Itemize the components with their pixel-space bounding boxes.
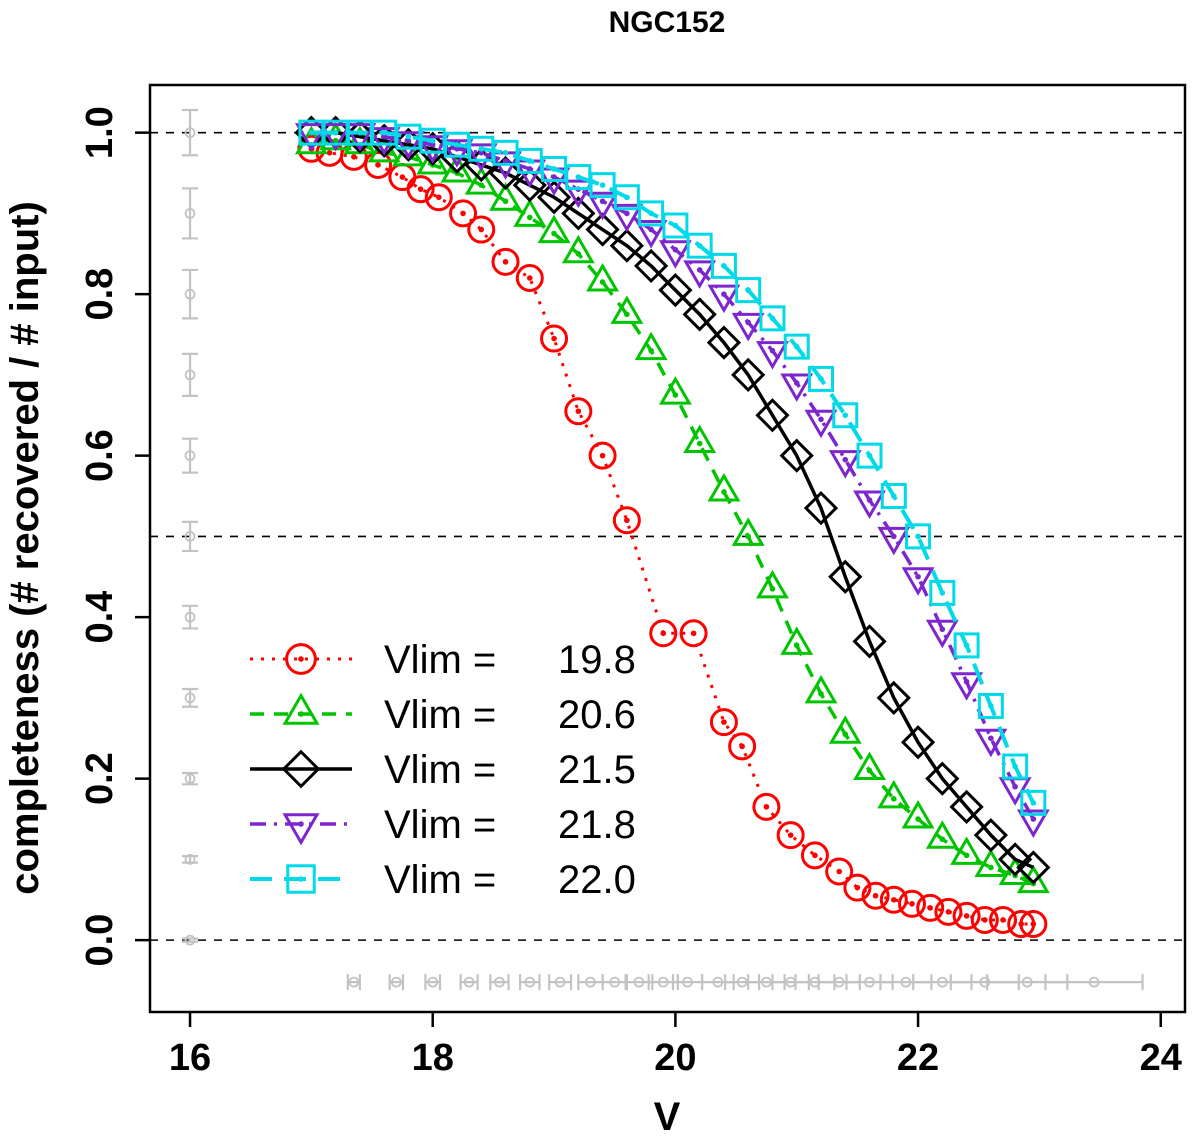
svg-text:20: 20 (654, 1037, 696, 1079)
svg-text:16: 16 (169, 1037, 211, 1079)
svg-text:0.8: 0.8 (79, 268, 121, 321)
svg-text:0.6: 0.6 (79, 429, 121, 482)
series-vlim-22.0 (298, 119, 1047, 816)
svg-text:0.2: 0.2 (79, 752, 121, 805)
legend-item-vlim-19.8: Vlim = 19.8 (250, 638, 636, 682)
plot-box (148, 83, 1187, 1014)
legend-item-vlim-21.8: Vlim = 21.8 (250, 803, 636, 847)
legend-item-vlim-21.5: Vlim = 21.5 (250, 748, 636, 792)
svg-text:18: 18 (412, 1037, 454, 1079)
svg-text:21.8: 21.8 (558, 803, 636, 847)
svg-text:22: 22 (897, 1037, 939, 1079)
plot-content: Vlim = 19.8 Vlim = 20.6 Vlim = 21.5 Vlim = 21.8… (79, 83, 1187, 1079)
axes: 16 18 20 22 24 0.0 0.2 0.4 0.6 0.8 1.0 (79, 106, 1182, 1079)
svg-text:20.6: 20.6 (558, 693, 636, 737)
svg-text:Vlim =: Vlim = (384, 748, 496, 792)
x-axis-label: V (654, 1095, 681, 1139)
chart-title: NGC152 (609, 6, 726, 39)
legend-item-vlim-22.0: Vlim = 22.0 (250, 858, 636, 902)
svg-text:0.4: 0.4 (79, 591, 121, 644)
svg-text:Vlim =: Vlim = (384, 803, 496, 847)
svg-text:22.0: 22.0 (558, 858, 636, 902)
reference-lines (150, 131, 1185, 941)
y-axis-label: completeness (# recovered / # input) (3, 201, 47, 895)
svg-text:1.0: 1.0 (79, 106, 121, 159)
bottom-error-bars (346, 974, 1144, 991)
legend: Vlim = 19.8 Vlim = 20.6 Vlim = 21.5 Vlim = 21.8… (250, 638, 636, 902)
svg-text:24: 24 (1140, 1037, 1182, 1079)
svg-text:Vlim =: Vlim = (384, 693, 496, 737)
series-vlim-20.6 (294, 121, 1050, 894)
left-error-bars (182, 108, 199, 946)
legend-item-vlim-20.6: Vlim = 20.6 (250, 692, 636, 737)
series-vlim-19.8 (297, 134, 1048, 938)
svg-text:Vlim =: Vlim = (384, 638, 496, 682)
svg-text:Vlim =: Vlim = (384, 858, 496, 902)
svg-text:0.0: 0.0 (79, 914, 121, 967)
svg-text:19.8: 19.8 (558, 638, 636, 682)
svg-text:21.5: 21.5 (558, 748, 636, 792)
